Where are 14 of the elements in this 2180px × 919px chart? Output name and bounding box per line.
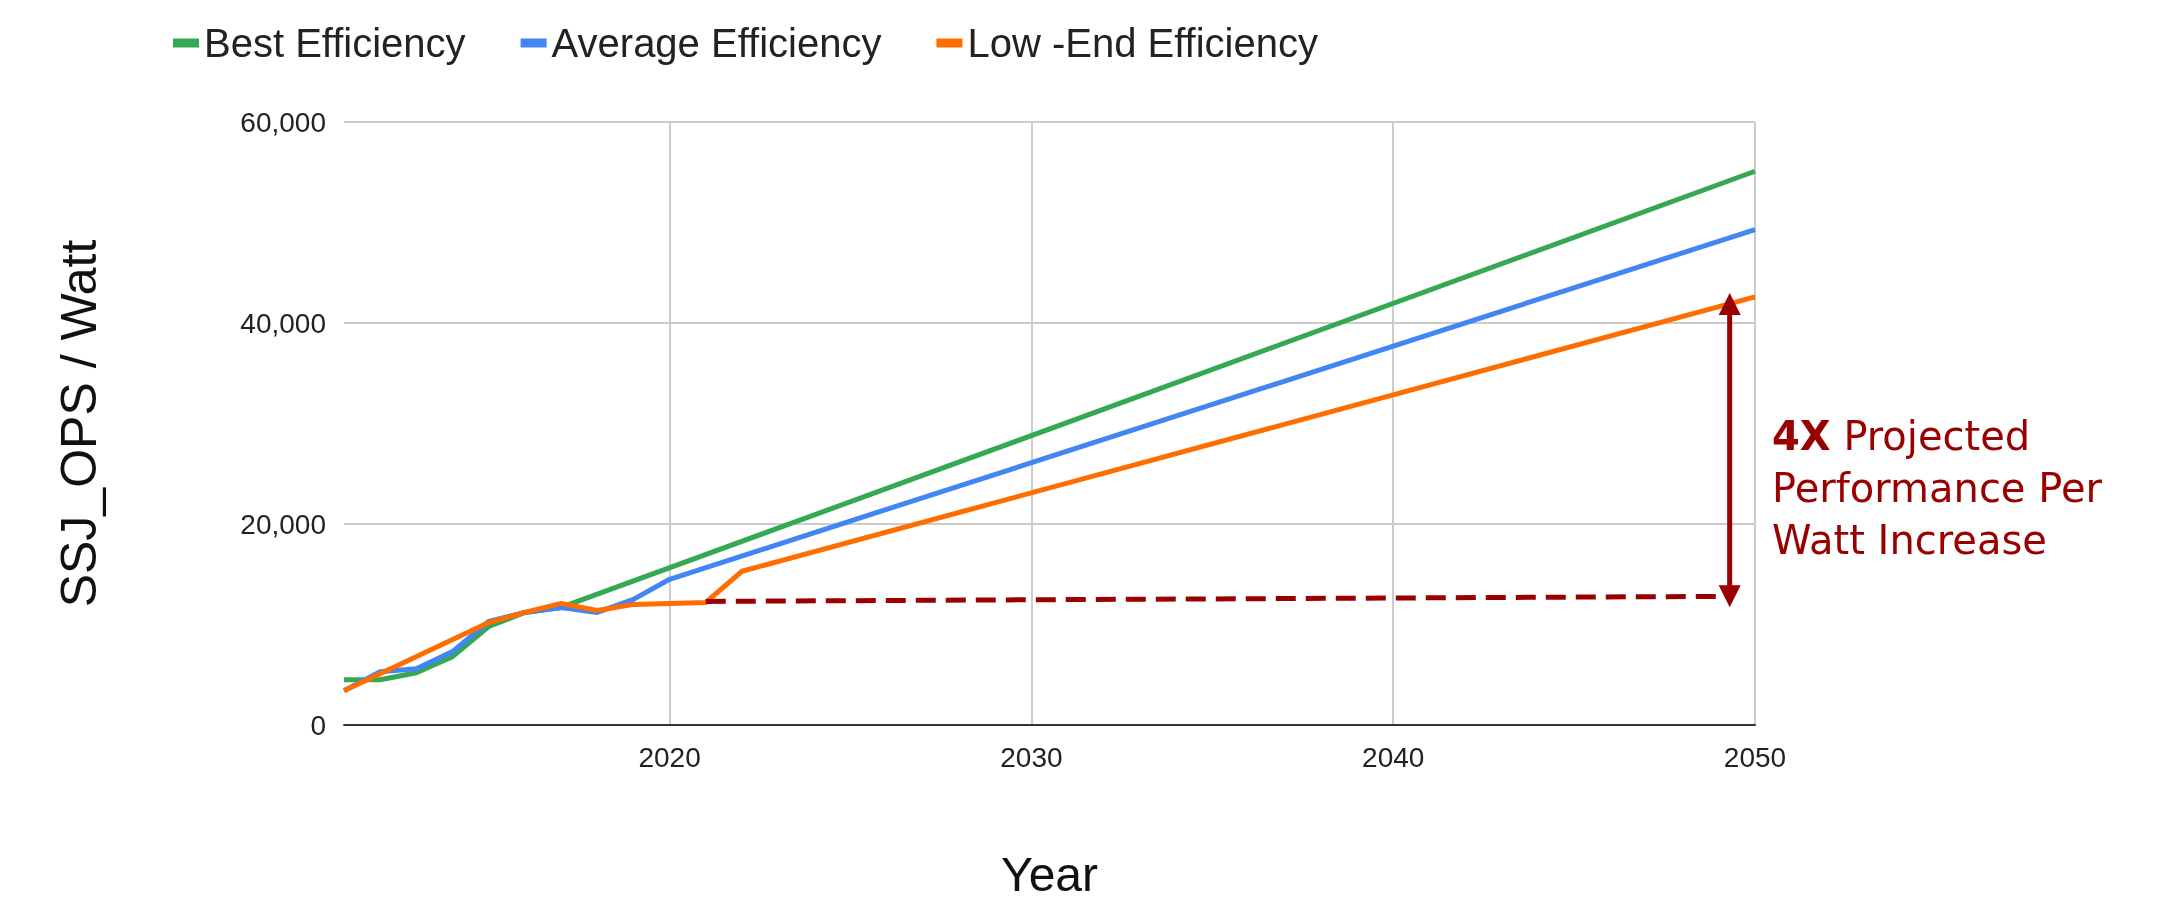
- legend-label: Average Efficiency: [551, 21, 882, 65]
- y-axis-title: SSJ_OPS / Watt: [51, 239, 107, 608]
- x-tick-label: 2050: [1723, 741, 1787, 773]
- y-tick-label: 20,000: [240, 508, 326, 540]
- x-tick-label: 2040: [1362, 741, 1425, 773]
- x-axis-title: Year: [1001, 847, 1099, 901]
- x-tick-label: 2030: [1000, 741, 1063, 773]
- x-tick-label: 2020: [638, 741, 701, 773]
- y-tick-label: 40,000: [240, 307, 326, 339]
- text: 4X Projected Performance Per Watt Increase: [1772, 413, 2103, 563]
- legend-label: Best Efficiency: [204, 21, 466, 65]
- legend-label: Low -End Efficiency: [967, 21, 1318, 65]
- y-tick-label: 0: [310, 709, 326, 741]
- y-tick-label: 60,000: [240, 106, 326, 138]
